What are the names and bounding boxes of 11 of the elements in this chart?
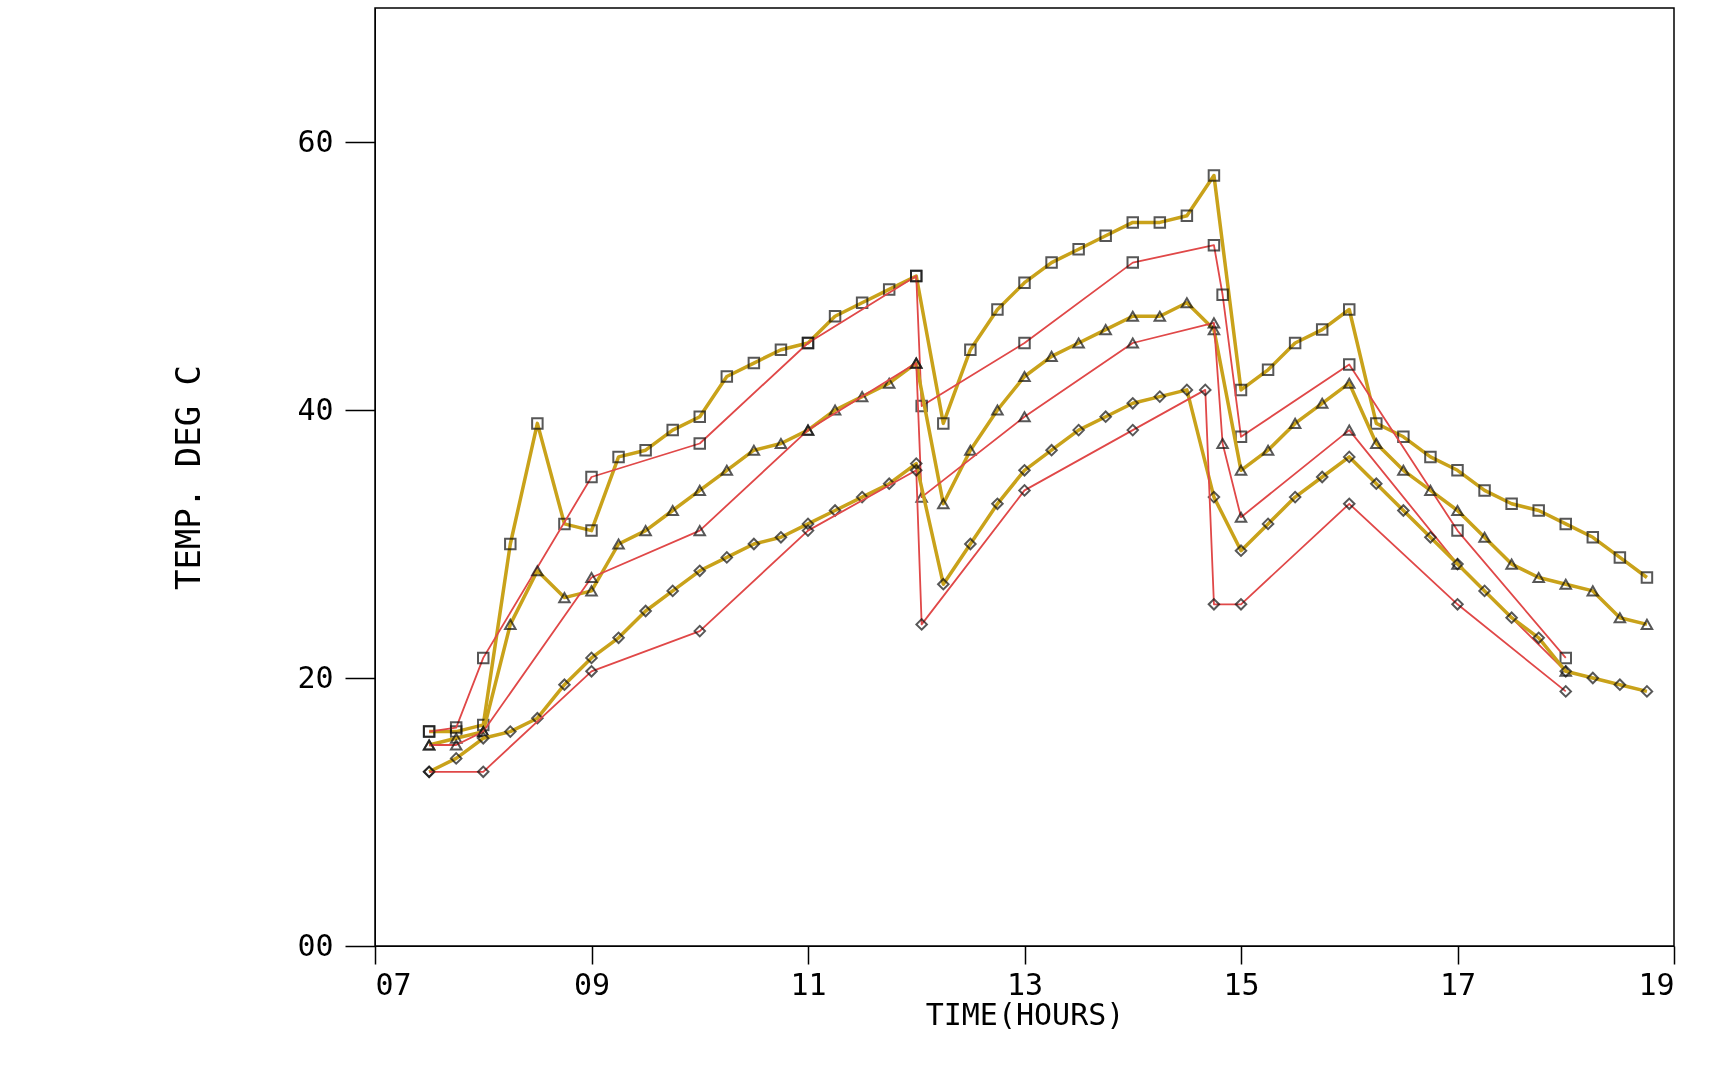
y-axis-title: TEMP. DEG C [168, 364, 209, 591]
x-tick-label: 17 [1439, 966, 1477, 1002]
x-tick-label: 15 [1223, 966, 1260, 1002]
x-tick-label: 09 [573, 966, 611, 1002]
y-tick-label: 00 [297, 927, 334, 963]
x-tick-label: 07 [375, 966, 412, 1002]
y-tick-label: 60 [297, 123, 334, 159]
y-tick-label: 40 [297, 391, 334, 427]
y-tick-label: 20 [297, 659, 334, 695]
x-tick-label: 19 [1638, 966, 1675, 1002]
x-tick-label: 11 [790, 966, 827, 1002]
